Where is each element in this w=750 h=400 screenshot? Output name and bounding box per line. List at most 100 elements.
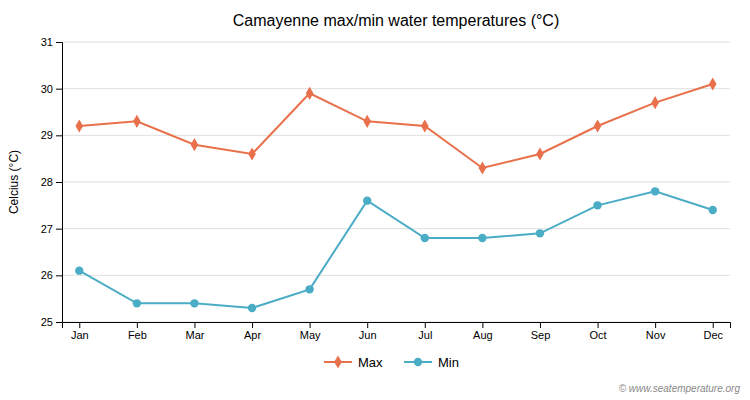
x-tick-mark [598, 322, 599, 328]
y-tick-mark [56, 322, 62, 323]
grid-line [62, 42, 730, 43]
grid-line [62, 135, 730, 136]
y-tick-mark [56, 89, 62, 90]
grid-line [62, 275, 730, 276]
x-tick-label: Aug [473, 329, 493, 341]
point-marker [709, 206, 717, 214]
x-tick-label: Mar [185, 329, 204, 341]
y-tick-mark [56, 229, 62, 230]
x-tick-mark [367, 322, 368, 328]
x-tick-label: Jan [71, 329, 89, 341]
chart-svg: 25 26 27 28 29 30 31 Jan Feb Mar Apr May Jun Jul Aug Se… [0, 0, 750, 400]
y-tick: 30 [41, 83, 62, 95]
y-axis-line [56, 43, 63, 323]
grid-line [62, 88, 730, 89]
y-tick-label: 28 [41, 176, 53, 188]
x-tick: Jun [359, 322, 377, 341]
point-marker [306, 87, 314, 100]
legend-label: Min [438, 355, 459, 370]
series-line [79, 84, 712, 168]
y-tick: 27 [41, 223, 62, 235]
x-tick-mark [194, 322, 195, 328]
x-tick-mark [713, 322, 714, 328]
x-tick-mark [310, 322, 311, 328]
x-tick-label: Nov [646, 329, 666, 341]
point-marker [479, 161, 487, 174]
y-tick-mark [56, 275, 62, 276]
point-marker [190, 299, 198, 307]
y-tick: 29 [41, 129, 62, 141]
plot-area: 25 26 27 28 29 30 31 Jan Feb Mar Apr May Jun Jul Aug Se… [41, 36, 731, 341]
x-tick-mark [79, 322, 80, 328]
y-tick: 31 [41, 36, 62, 48]
legend-marker [414, 358, 422, 366]
legend-item: Min [404, 355, 459, 370]
x-tick-mark [540, 322, 541, 328]
y-axis-title: Celcius (°C) [7, 150, 21, 214]
x-tick: May [300, 322, 321, 341]
y-tick: 28 [41, 176, 62, 188]
annotation: © www.seatemperature.org [619, 383, 741, 394]
y-tick-label: 27 [41, 223, 53, 235]
x-tick-label: Oct [589, 329, 606, 341]
grid [62, 42, 730, 322]
legend-label: Max [358, 355, 383, 370]
y-tick-label: 25 [41, 316, 53, 328]
point-marker [75, 119, 83, 132]
x-tick-mark [655, 322, 656, 328]
point-marker [248, 304, 256, 312]
y-tick-label: 26 [41, 269, 53, 281]
y-tick-label: 31 [41, 36, 53, 48]
x-axis: Jan Feb Mar Apr May Jun Jul Aug Sep Oct Nov Dec [63, 322, 731, 341]
x-tick: Nov [646, 322, 666, 341]
x-tick: Jul [418, 322, 432, 341]
point-marker [709, 77, 717, 90]
marks [75, 77, 717, 312]
x-tick-mark [482, 322, 483, 328]
x-tick-label: Dec [703, 329, 723, 341]
x-tick: Aug [473, 322, 493, 341]
point-marker [305, 285, 313, 293]
point-marker [536, 229, 544, 237]
x-tick-mark [425, 322, 426, 328]
point-marker [651, 187, 659, 195]
y-tick-label: 29 [41, 129, 53, 141]
point-marker [651, 96, 659, 109]
series-line [79, 191, 712, 308]
chart-title: Camayenne max/min water temperatures (°C… [233, 12, 560, 29]
legend: Max Min [324, 355, 459, 370]
y-tick: 26 [41, 269, 62, 281]
x-tick: Sep [531, 322, 551, 341]
x-tick: Mar [185, 322, 204, 341]
x-tick: Oct [589, 322, 606, 341]
y-tick-mark [56, 135, 62, 136]
x-tick: Apr [244, 322, 261, 341]
point-marker [593, 201, 601, 209]
point-marker [75, 266, 83, 274]
y-tick-mark [56, 182, 62, 183]
point-marker [536, 147, 544, 160]
chart-container: 25 26 27 28 29 30 31 Jan Feb Mar Apr May Jun Jul Aug Se… [0, 0, 750, 400]
point-marker [363, 115, 371, 128]
point-marker [594, 119, 602, 132]
grid-line [62, 228, 730, 229]
x-axis-line [63, 323, 731, 329]
point-marker [133, 299, 141, 307]
x-tick-mark [252, 322, 253, 328]
x-tick-label: Feb [128, 329, 147, 341]
point-marker [133, 115, 141, 128]
x-tick: Feb [128, 322, 147, 341]
y-tick-label: 30 [41, 83, 53, 95]
legend-marker [334, 355, 342, 368]
x-tick-label: Sep [531, 329, 551, 341]
x-tick-label: Jun [359, 329, 377, 341]
y-tick: 25 [41, 316, 62, 328]
point-marker [191, 138, 199, 151]
y-axis: 25 26 27 28 29 30 31 [41, 36, 63, 328]
x-tick-label: Apr [244, 329, 261, 341]
point-marker [421, 234, 429, 242]
x-tick-label: Jul [418, 329, 432, 341]
x-tick-label: May [300, 329, 321, 341]
grid-line [62, 182, 730, 183]
point-marker [363, 196, 371, 204]
